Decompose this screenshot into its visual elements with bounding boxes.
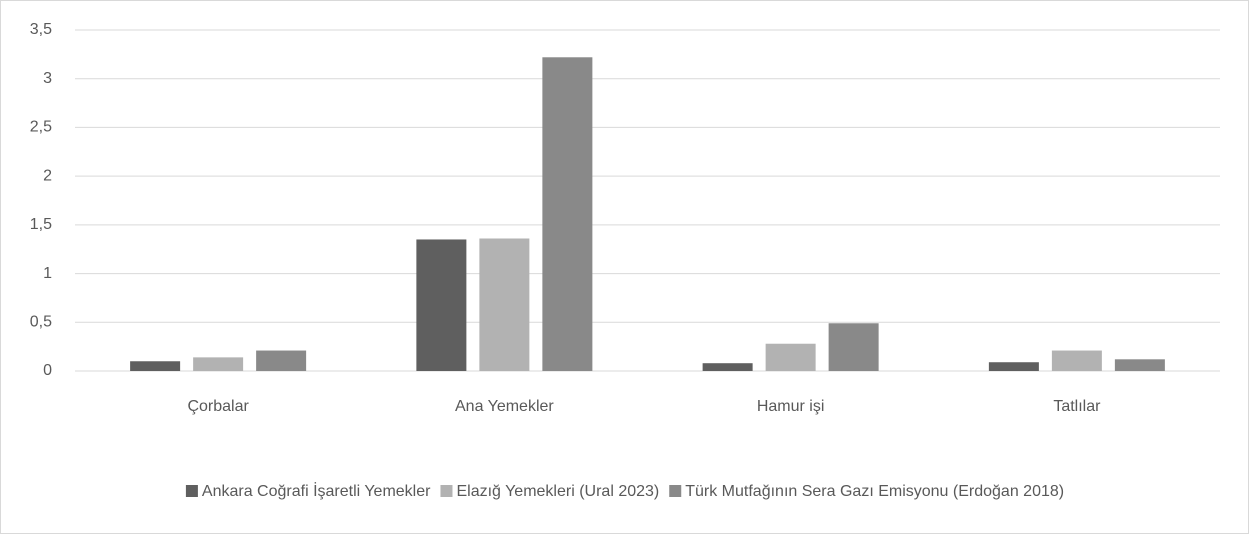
- bar: [193, 357, 244, 371]
- x-tick-label: Hamur işi: [757, 398, 825, 415]
- y-tick-label: 3,5: [30, 21, 52, 38]
- legend-label: Ankara Coğrafi İşaretli Yemekler: [202, 481, 431, 500]
- bar: [130, 361, 181, 371]
- bar: [479, 238, 530, 371]
- y-tick-label: 2,5: [30, 119, 52, 136]
- y-tick-label: 0,5: [30, 314, 52, 331]
- y-tick-label: 1,5: [30, 216, 52, 233]
- legend-swatch: [669, 485, 682, 497]
- bar: [828, 323, 879, 371]
- x-tick-label: Çorbalar: [187, 398, 249, 415]
- y-tick-label: 0: [43, 362, 52, 379]
- bar: [702, 363, 753, 371]
- x-tick-label: Ana Yemekler: [455, 398, 554, 415]
- bar: [256, 350, 307, 371]
- y-tick-label: 3: [43, 70, 52, 87]
- bar: [1114, 359, 1165, 371]
- bar: [765, 343, 816, 371]
- bar: [542, 57, 593, 371]
- legend-swatch: [185, 485, 198, 497]
- legend-label: Elazığ Yemekleri (Ural 2023): [456, 483, 659, 500]
- y-tick-label: 1: [43, 265, 52, 282]
- x-tick-label: Tatlılar: [1053, 398, 1101, 415]
- legend-swatch: [440, 485, 453, 497]
- bar: [988, 362, 1039, 371]
- bar: [416, 239, 467, 371]
- legend-label: Türk Mutfağının Sera Gazı Emisyonu (Erdo…: [685, 483, 1064, 500]
- y-tick-label: 2: [43, 167, 52, 184]
- bar: [1051, 350, 1102, 371]
